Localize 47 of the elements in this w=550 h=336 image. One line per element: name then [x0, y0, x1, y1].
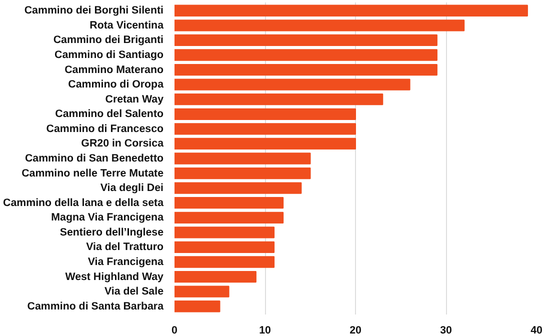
bar	[174, 64, 438, 76]
y-tick-label: Via degli Dei	[100, 182, 164, 194]
y-tick-label: Cammino della lana e della seta	[3, 196, 164, 209]
bar	[174, 270, 256, 283]
bar	[174, 182, 302, 194]
bar	[174, 78, 410, 90]
y-tick-label: Cammino del Salento	[55, 108, 164, 120]
bar	[174, 49, 438, 61]
y-tick-label: Cammino dei Borghi Silenti	[24, 4, 164, 17]
bar	[174, 286, 230, 298]
bar	[174, 34, 438, 46]
bar	[174, 4, 528, 16]
y-tick-label: Sentiero dell’Inglese	[60, 226, 164, 238]
bar	[174, 152, 311, 164]
y-tick-label: GR20 in Corsica	[81, 138, 164, 150]
y-tick-label: Via Francigena	[88, 256, 164, 268]
x-tick-label: 10	[259, 324, 271, 336]
bar	[174, 20, 465, 32]
bar	[174, 167, 311, 180]
bar	[174, 212, 284, 224]
x-tick-label: 30	[440, 324, 452, 336]
y-tick-label: Cammino di Santa Barbara	[27, 300, 164, 312]
y-tick-label: West Highland Way	[65, 270, 164, 283]
y-tick-label: Via del Sale	[104, 286, 164, 298]
x-tick-label: 0	[172, 324, 178, 336]
bar	[174, 256, 275, 268]
bar	[174, 241, 275, 254]
bar	[174, 138, 356, 150]
y-tick-label: Cammino nelle Terre Mutate	[22, 167, 164, 180]
bar	[174, 123, 356, 135]
bar	[174, 226, 275, 238]
y-tick-label: Cammino di Francesco	[46, 122, 164, 135]
y-tick-label: Magna Via Francigena	[51, 212, 164, 224]
y-tick-label: Cammino di Santiago	[54, 48, 164, 61]
bar	[174, 300, 220, 312]
y-tick-label: Rota Vicentina	[90, 19, 164, 32]
y-tick-label: Cammino di Oropa	[68, 78, 164, 91]
y-tick-label: Cammino di San Benedetto	[24, 152, 164, 164]
y-tick-label: Cretan Way	[105, 93, 164, 106]
y-tick-label: Via del Tratturo	[86, 241, 164, 254]
x-tick-label: 20	[350, 324, 362, 336]
x-tick-label: 40	[530, 324, 542, 336]
bar	[174, 108, 356, 120]
bar	[174, 94, 384, 106]
y-tick-label: Cammino dei Briganti	[53, 34, 164, 46]
y-tick-label: Cammino Materano	[64, 64, 164, 76]
bar	[174, 197, 284, 209]
